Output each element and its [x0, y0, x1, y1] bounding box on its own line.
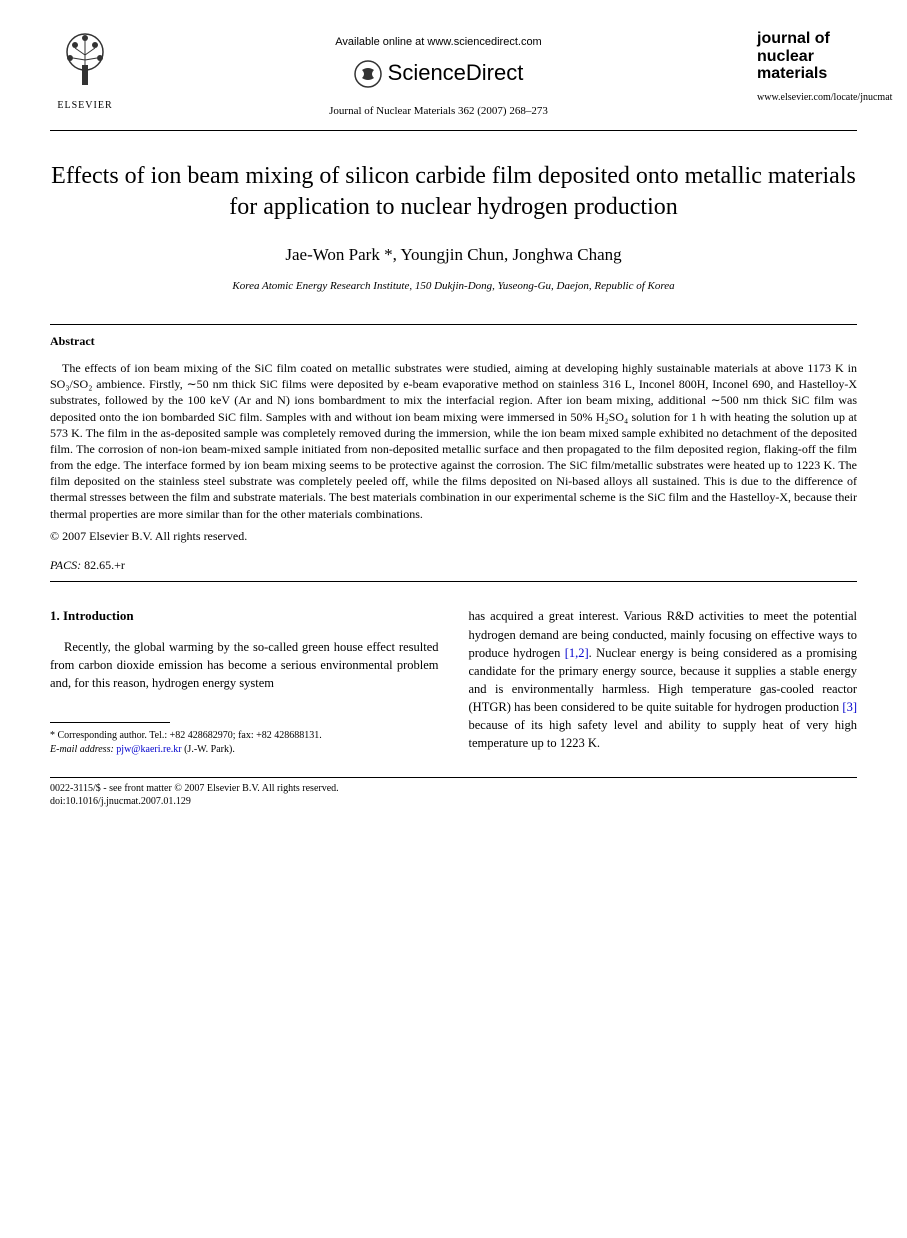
- footer-line1: 0022-3115/$ - see front matter © 2007 El…: [50, 782, 857, 795]
- reference-link-1-2[interactable]: [1,2]: [565, 646, 589, 660]
- header-row: ELSEVIER Available online at www.science…: [50, 30, 857, 120]
- footer-divider: [50, 777, 857, 778]
- right-column: has acquired a great interest. Various R…: [469, 607, 858, 757]
- email-link[interactable]: pjw@kaeri.re.kr: [116, 744, 181, 755]
- footnote-divider: [50, 722, 170, 723]
- abstract-text: The effects of ion beam mixing of the Si…: [50, 360, 857, 522]
- pacs-label: PACS:: [50, 558, 81, 572]
- email-footnote: E-mail address: pjw@kaeri.re.kr (J.-W. P…: [50, 743, 439, 757]
- content-columns: 1. Introduction Recently, the global war…: [50, 607, 857, 757]
- abstract-top-divider: [50, 324, 857, 325]
- sciencedirect-logo: ScienceDirect: [120, 58, 757, 89]
- paper-title: Effects of ion beam mixing of silicon ca…: [50, 161, 857, 223]
- journal-title: journal of nuclear materials: [757, 30, 857, 83]
- sciencedirect-icon: [354, 60, 382, 88]
- intro-text-part3: because of its high safety level and abi…: [469, 718, 858, 750]
- affiliation: Korea Atomic Energy Research Institute, …: [50, 279, 857, 294]
- footer-line2: doi:10.1016/j.jnucmat.2007.01.129: [50, 795, 857, 808]
- header-center: Available online at www.sciencedirect.co…: [120, 30, 757, 120]
- sciencedirect-text: ScienceDirect: [388, 58, 524, 89]
- left-column: 1. Introduction Recently, the global war…: [50, 607, 439, 757]
- journal-url[interactable]: www.elsevier.com/locate/jnucmat: [757, 91, 857, 105]
- journal-title-line1: journal of: [757, 30, 830, 47]
- elsevier-label: ELSEVIER: [50, 99, 120, 113]
- pacs-value: 82.65.+r: [84, 558, 125, 572]
- email-label: E-mail address:: [50, 744, 114, 755]
- introduction-heading: 1. Introduction: [50, 607, 439, 625]
- authors: Jae-Won Park *, Youngjin Chun, Jonghwa C…: [50, 243, 857, 267]
- journal-title-line3: materials: [757, 65, 827, 82]
- intro-para-col1: Recently, the global warming by the so-c…: [50, 638, 439, 692]
- email-author: (J.-W. Park).: [184, 744, 235, 755]
- header-divider: [50, 130, 857, 131]
- abstract-heading: Abstract: [50, 333, 857, 350]
- elsevier-tree-icon: [55, 30, 115, 90]
- pacs-line: PACS: 82.65.+r: [50, 557, 857, 574]
- corresponding-footnote: * Corresponding author. Tel.: +82 428682…: [50, 729, 439, 743]
- journal-reference: Journal of Nuclear Materials 362 (2007) …: [120, 104, 757, 119]
- intro-para-col2: has acquired a great interest. Various R…: [469, 607, 858, 752]
- journal-title-line2: nuclear: [757, 48, 814, 65]
- abstract-bottom-divider: [50, 581, 857, 582]
- online-availability-text: Available online at www.sciencedirect.co…: [120, 35, 757, 50]
- journal-logo-block: journal of nuclear materials www.elsevie…: [757, 30, 857, 105]
- elsevier-logo: ELSEVIER: [50, 30, 120, 113]
- abstract-copyright: © 2007 Elsevier B.V. All rights reserved…: [50, 528, 857, 545]
- reference-link-3[interactable]: [3]: [842, 700, 857, 714]
